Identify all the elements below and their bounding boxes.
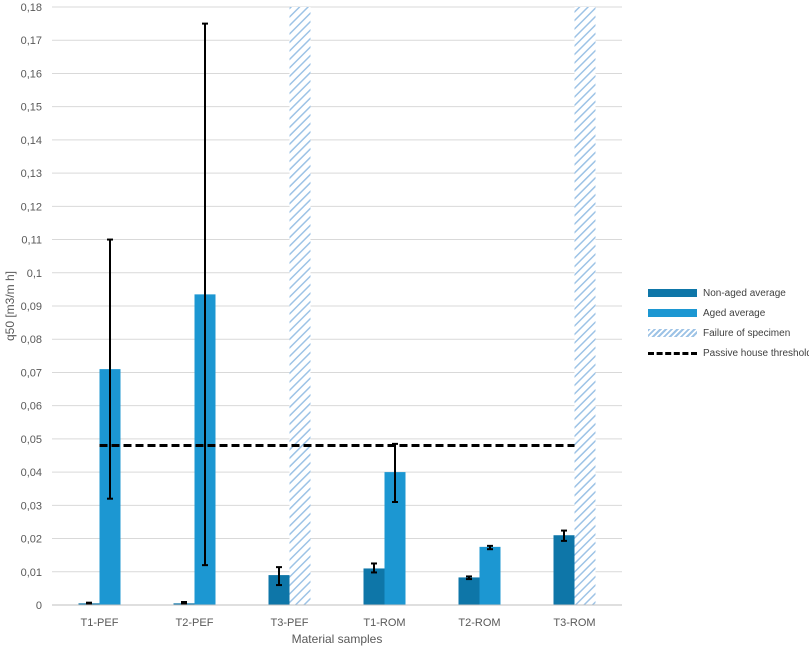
bar-non-aged bbox=[553, 535, 575, 605]
x-tick-label: T1-ROM bbox=[363, 617, 405, 629]
bar-aged bbox=[479, 546, 501, 605]
bar-failure bbox=[289, 7, 311, 605]
legend-swatch-non-aged bbox=[648, 289, 697, 297]
legend-swatch-failure bbox=[648, 329, 697, 337]
legend-label-failure: Failure of specimen bbox=[703, 327, 791, 339]
bar-non-aged bbox=[458, 577, 480, 605]
y-tick-label: 0,13 bbox=[21, 168, 42, 180]
y-tick-label: 0,11 bbox=[21, 235, 42, 247]
legend-label-threshold: Passive house threshold bbox=[703, 347, 809, 359]
bar-aged bbox=[384, 472, 406, 605]
bar-non-aged bbox=[268, 575, 290, 605]
y-tick-label: 0,09 bbox=[21, 301, 42, 313]
gridlines bbox=[52, 6, 622, 573]
y-tick-label: 0,17 bbox=[21, 35, 42, 47]
y-tick-label: 0,04 bbox=[21, 467, 42, 479]
y-axis-label: q50 [m3/m h] bbox=[3, 271, 17, 341]
legend-swatch-threshold bbox=[648, 351, 697, 355]
legend-swatch-aged bbox=[648, 309, 697, 317]
y-tick-label: 0,12 bbox=[21, 201, 42, 213]
y-tick-label: 0,07 bbox=[21, 367, 42, 379]
y-tick-label: 0,14 bbox=[21, 135, 42, 147]
legend-label-aged: Aged average bbox=[703, 307, 766, 319]
bar-failure bbox=[574, 7, 596, 605]
x-tick-labels: T1-PEF T2-PEF T3-PEF T1-ROM T2-ROM T3-ROM bbox=[81, 617, 596, 629]
y-tick-labels: 0 0,01 0,02 0,03 0,04 0,05 0,06 0,07 0,08 0,09 0,1… bbox=[21, 2, 42, 612]
legend: Non-aged average Aged average Failure of… bbox=[648, 286, 809, 366]
legend-item-failure: Failure of specimen bbox=[648, 326, 808, 340]
bar-non-aged bbox=[363, 568, 385, 605]
y-tick-label: 0,01 bbox=[21, 567, 42, 579]
y-tick-label: 0,1 bbox=[27, 268, 42, 280]
y-tick-label: 0,06 bbox=[21, 401, 42, 413]
x-tick-label: T3-ROM bbox=[553, 617, 595, 629]
y-tick-label: 0,08 bbox=[21, 334, 42, 346]
y-tick-label: 0 bbox=[36, 600, 42, 612]
x-axis-label: Material samples bbox=[292, 632, 383, 646]
bars bbox=[78, 7, 596, 605]
x-tick-label: T2-PEF bbox=[176, 617, 214, 629]
legend-item-non-aged: Non-aged average bbox=[648, 286, 808, 300]
legend-label-non-aged: Non-aged average bbox=[703, 287, 786, 299]
x-tick-label: T3-PEF bbox=[271, 617, 309, 629]
x-tick-label: T2-ROM bbox=[458, 617, 500, 629]
legend-item-aged: Aged average bbox=[648, 306, 808, 320]
error-bars bbox=[86, 22, 567, 606]
y-tick-label: 0,02 bbox=[21, 534, 42, 546]
y-tick-label: 0,15 bbox=[21, 102, 42, 114]
y-tick-label: 0,05 bbox=[21, 434, 42, 446]
y-tick-label: 0,18 bbox=[21, 2, 42, 14]
y-tick-label: 0,03 bbox=[21, 500, 42, 512]
x-tick-label: T1-PEF bbox=[81, 617, 119, 629]
y-tick-label: 0,16 bbox=[21, 68, 42, 80]
legend-item-threshold: Passive house threshold bbox=[648, 346, 809, 360]
